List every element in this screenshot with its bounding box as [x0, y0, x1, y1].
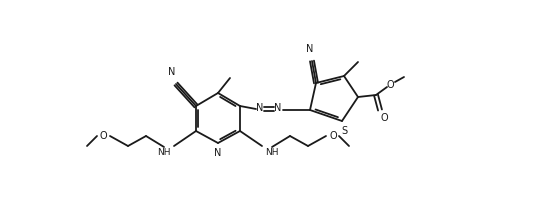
Text: N: N [168, 67, 176, 77]
Text: N: N [306, 44, 314, 54]
Text: S: S [341, 126, 347, 136]
Text: N: N [257, 103, 264, 113]
Text: N: N [274, 103, 281, 113]
Text: O: O [329, 131, 337, 141]
Text: N: N [214, 148, 222, 158]
Text: NH: NH [265, 148, 279, 157]
Text: O: O [380, 113, 388, 123]
Text: NH: NH [157, 148, 171, 157]
Text: O: O [99, 131, 107, 141]
Text: O: O [386, 80, 394, 90]
